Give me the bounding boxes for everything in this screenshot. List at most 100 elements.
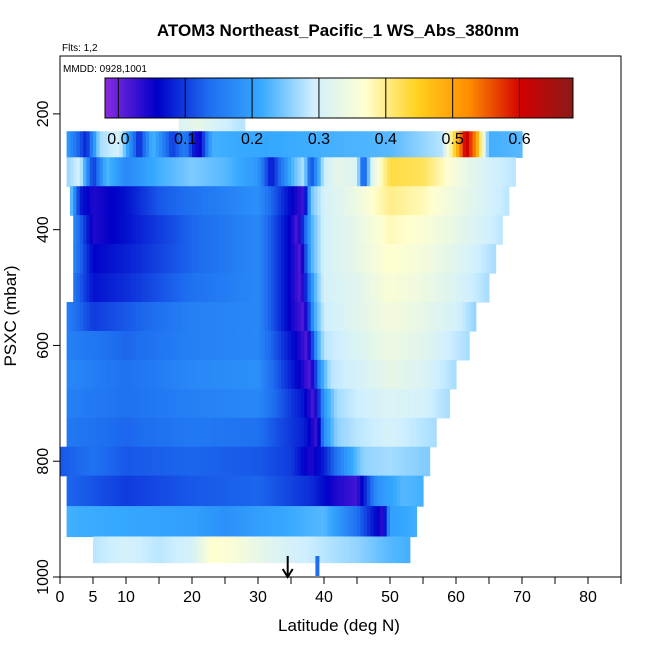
- heatmap-cell: [291, 446, 295, 477]
- heatmap-cell: [357, 536, 361, 564]
- heatmap-cell: [228, 186, 233, 216]
- heatmap-cell: [416, 330, 421, 361]
- heatmap-cell: [238, 506, 243, 538]
- heatmap-cell: [380, 302, 384, 332]
- heatmap-cell: [333, 417, 338, 448]
- heatmap-cell: [99, 273, 104, 303]
- heatmap-cell: [102, 157, 107, 187]
- heatmap-cell: [518, 131, 523, 158]
- x-tick-label: 60: [447, 589, 465, 606]
- heatmap-cell: [452, 273, 457, 303]
- heatmap-cell: [307, 302, 312, 332]
- heatmap-cell: [330, 506, 335, 538]
- heatmap-cell: [112, 244, 117, 274]
- heatmap-cell: [343, 330, 348, 361]
- heatmap-cell: [383, 506, 388, 538]
- heatmap-cell: [370, 186, 375, 216]
- heatmap-cell: [198, 446, 203, 477]
- heatmap-cell: [314, 475, 318, 507]
- heatmap-cell: [393, 446, 398, 477]
- heatmap-cell: [363, 359, 368, 390]
- heatmap-cell: [86, 244, 91, 274]
- heatmap-cell: [208, 157, 213, 187]
- heatmap-cell: [271, 388, 276, 419]
- heatmap-cell: [155, 244, 160, 274]
- heatmap-cell: [93, 388, 97, 419]
- heatmap-cell: [109, 506, 114, 538]
- heatmap-cell: [195, 186, 200, 216]
- heatmap-cell: [168, 302, 173, 332]
- heatmap-cell: [337, 446, 342, 477]
- heatmap-cell: [393, 157, 398, 187]
- heatmap-cell: [168, 475, 173, 507]
- heatmap-cell: [330, 359, 335, 390]
- heatmap-cell: [350, 475, 355, 507]
- heatmap-cell: [195, 417, 200, 448]
- heatmap-cell: [261, 131, 266, 158]
- heatmap-cell: [231, 388, 236, 419]
- heatmap-cell: [89, 359, 94, 390]
- heatmap-cell: [119, 302, 124, 332]
- heatmap-cell: [83, 215, 87, 245]
- heatmap-cell: [383, 302, 388, 332]
- heatmap-cell: [456, 273, 460, 303]
- x-tick-label: 5: [89, 589, 98, 606]
- heatmap-cell: [142, 131, 147, 158]
- heatmap-cell: [178, 244, 183, 274]
- heatmap-cell: [386, 330, 391, 361]
- heatmap-cell: [69, 302, 74, 332]
- heatmap-cell: [109, 302, 114, 332]
- heatmap-cell: [426, 417, 431, 448]
- heatmap-cell: [201, 244, 206, 274]
- heatmap-cell: [495, 157, 500, 187]
- heatmap-cell: [366, 417, 371, 448]
- heatmap-cell: [251, 475, 256, 507]
- heatmap-cell: [340, 388, 345, 419]
- heatmap-cell: [198, 536, 203, 564]
- heatmap-cell: [347, 186, 351, 216]
- heatmap-cell: [281, 273, 285, 303]
- heatmap-cell: [287, 475, 292, 507]
- heatmap-cell: [96, 417, 101, 448]
- heatmap-cell: [456, 157, 460, 187]
- heatmap-cell: [376, 506, 381, 538]
- heatmap-cell: [258, 244, 262, 274]
- heatmap-cell: [182, 417, 186, 448]
- heatmap-cell: [258, 359, 262, 390]
- heatmap-cell: [327, 131, 332, 158]
- heatmap-cell: [248, 302, 252, 332]
- heatmap-cell: [439, 302, 444, 332]
- heatmap-cell: [274, 446, 279, 477]
- heatmap-cell: [380, 330, 384, 361]
- heatmap-cell: [182, 506, 186, 538]
- heatmap-cell: [241, 330, 246, 361]
- heatmap-cell: [281, 215, 285, 245]
- heatmap-cell: [360, 446, 365, 477]
- heatmap-cell: [69, 359, 74, 390]
- heatmap-cell: [432, 388, 437, 419]
- colorbar: 0.0 0.1 0.2 0.3 0.4 0.5 0.6: [104, 77, 574, 148]
- heatmap-cell: [195, 536, 200, 564]
- heatmap-cell: [429, 131, 434, 158]
- heatmap-cell: [383, 417, 388, 448]
- heatmap-cell: [254, 506, 259, 538]
- heatmap-cell: [159, 475, 163, 507]
- heatmap-cell: [73, 186, 78, 216]
- heatmap-cell: [162, 157, 167, 187]
- heatmap-cell: [350, 131, 355, 158]
- heatmap-cell: [175, 302, 180, 332]
- heatmap-cell: [165, 388, 170, 419]
- heatmap-cell: [172, 446, 177, 477]
- heatmap-cell: [350, 157, 355, 187]
- heatmap-cell: [353, 388, 358, 419]
- heatmap-cell: [192, 536, 196, 564]
- heatmap-cell: [419, 244, 424, 274]
- heatmap-cell: [149, 302, 153, 332]
- heatmap-cell: [423, 215, 427, 245]
- heatmap-cell: [102, 330, 107, 361]
- heatmap-cell: [340, 186, 345, 216]
- heatmap-cell: [102, 131, 107, 158]
- heatmap-cell: [135, 215, 140, 245]
- heatmap-cell: [149, 330, 153, 361]
- heatmap-cell: [211, 359, 216, 390]
